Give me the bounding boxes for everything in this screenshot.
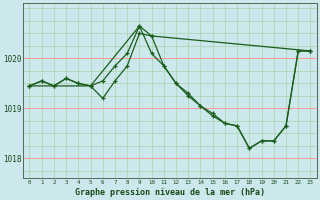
X-axis label: Graphe pression niveau de la mer (hPa): Graphe pression niveau de la mer (hPa) [75,188,265,197]
